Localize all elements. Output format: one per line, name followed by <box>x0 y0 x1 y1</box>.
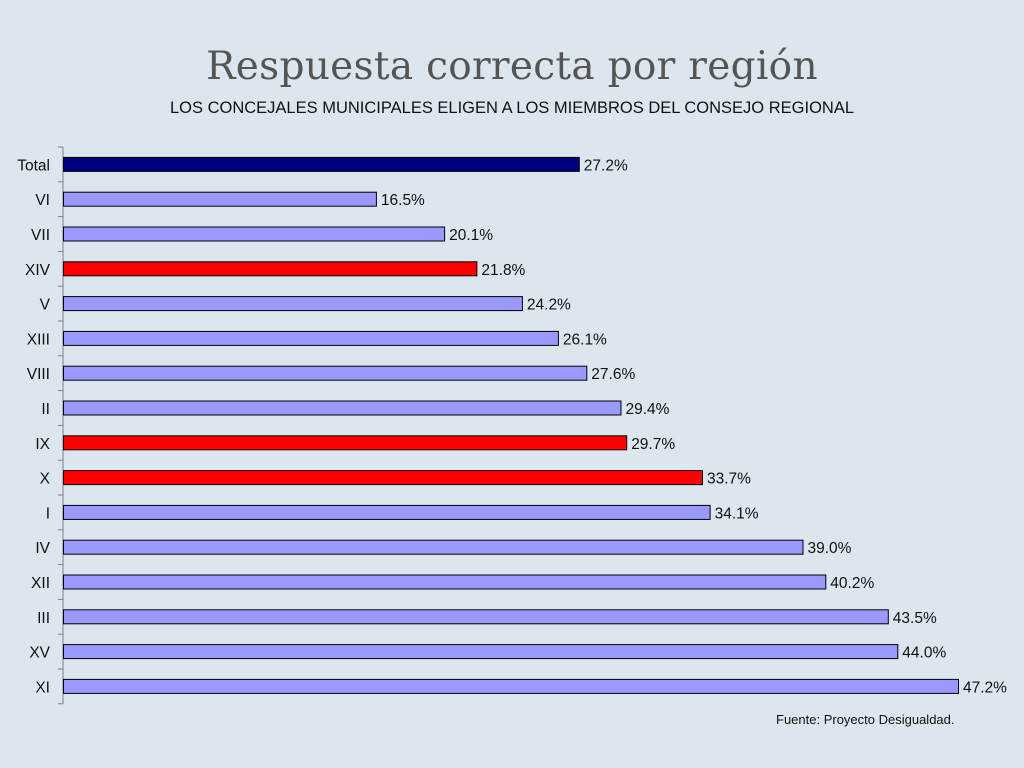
slide-title: Respuesta correcta por región <box>206 44 818 89</box>
category-label: XV <box>29 645 50 662</box>
source-note: Fuente: Proyecto Desigualdad. <box>776 712 955 727</box>
bar-ix <box>63 435 628 451</box>
bar-viii <box>63 365 588 381</box>
bar-ii <box>63 400 622 416</box>
category-label: IX <box>35 436 50 453</box>
category-label: VI <box>35 192 50 209</box>
data-label: 16.5% <box>381 192 425 209</box>
category-label: X <box>40 471 51 488</box>
data-label: 39.0% <box>808 540 852 557</box>
category-label: IV <box>35 540 50 557</box>
category-label: XIII <box>27 331 50 348</box>
category-label: VIII <box>27 366 50 383</box>
data-label: 21.8% <box>481 262 525 279</box>
data-label: 44.0% <box>902 645 946 662</box>
bar-i <box>63 504 711 520</box>
data-label: 43.5% <box>893 610 937 627</box>
bar-xiv <box>63 261 478 277</box>
category-label: XIV <box>25 262 51 279</box>
category-label: V <box>40 297 51 314</box>
data-label: 26.1% <box>563 331 607 348</box>
data-label: 24.2% <box>527 297 571 314</box>
data-label: 34.1% <box>715 505 759 522</box>
data-label: 20.1% <box>449 227 493 244</box>
data-label: 40.2% <box>830 575 874 592</box>
data-label: 29.4% <box>626 401 670 418</box>
category-label: XI <box>35 679 50 696</box>
data-label: 27.6% <box>591 366 635 383</box>
bar-vi <box>63 191 377 207</box>
bar-xv <box>63 644 899 660</box>
category-label: I <box>46 505 50 522</box>
bar-xi <box>63 678 959 694</box>
category-label: II <box>41 401 50 418</box>
bar-vii <box>63 226 446 242</box>
chart-subtitle: LOS CONCEJALES MUNICIPALES ELIGEN A LOS … <box>169 99 855 117</box>
bar-v <box>63 296 523 312</box>
data-label: 27.2% <box>584 157 628 174</box>
bar-total <box>63 156 580 172</box>
data-label: 47.2% <box>963 679 1007 696</box>
data-label: 33.7% <box>707 471 751 488</box>
category-label: VII <box>31 227 50 244</box>
category-label: III <box>37 610 50 627</box>
category-label: Total <box>17 157 50 174</box>
bar-xiii <box>63 330 559 346</box>
bar-x <box>63 470 703 486</box>
bar-iv <box>63 539 804 555</box>
bar-iii <box>63 609 889 625</box>
bar-xii <box>63 574 827 590</box>
category-label: XII <box>31 575 50 592</box>
data-label: 29.7% <box>631 436 675 453</box>
